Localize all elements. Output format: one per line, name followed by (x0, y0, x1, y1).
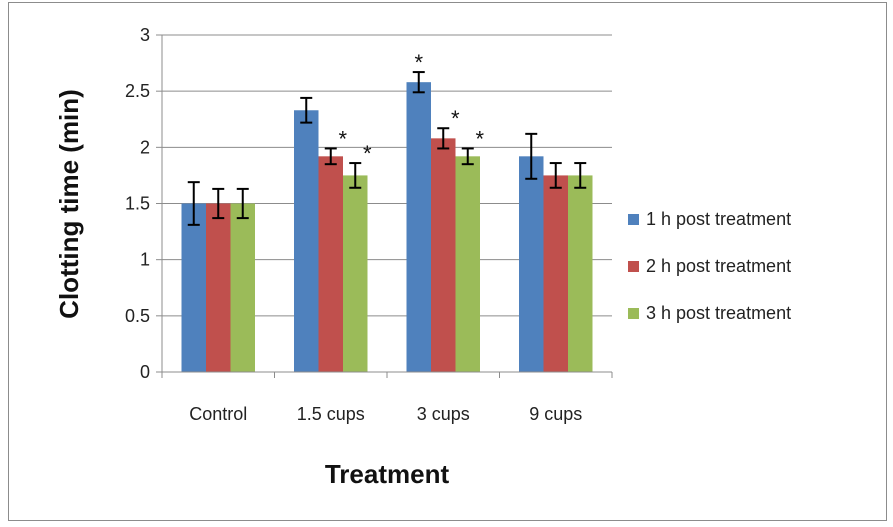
bars-group (181, 82, 593, 373)
significance-star: * (414, 50, 423, 75)
bar (343, 175, 368, 372)
legend-label: 3 h post treatment (646, 303, 791, 323)
y-tick-label: 3 (140, 25, 150, 45)
y-tick-labels: 0 0.5 1 1.5 2 2.5 3 (125, 25, 150, 382)
bar (406, 82, 431, 373)
bar (318, 156, 343, 372)
legend-swatch (628, 261, 639, 272)
x-tick-label: 1.5 cups (297, 404, 365, 424)
significance-star: * (475, 126, 484, 151)
y-tick-label: 1 (140, 250, 150, 270)
x-tick-label: 9 cups (529, 404, 582, 424)
error-bars-group (187, 71, 587, 226)
y-tick-label: 0.5 (125, 306, 150, 326)
y-tick-label: 1.5 (125, 194, 150, 214)
y-axis-title: Clotting time (min) (54, 89, 84, 319)
significance-star: * (363, 141, 372, 166)
bar (294, 110, 319, 372)
y-tick-label: 2.5 (125, 81, 150, 101)
bar (568, 175, 593, 372)
legend: 1 h post treatment 2 h post treatment 3 h … (628, 209, 791, 323)
significance-star: * (451, 106, 460, 131)
x-tick-label: 3 cups (417, 404, 470, 424)
x-axis-title: Treatment (325, 459, 450, 489)
x-tick-labels: Control 1.5 cups 3 cups 9 cups (161, 372, 613, 424)
bar (519, 156, 544, 372)
bar (543, 175, 568, 372)
y-tick-label: 2 (140, 137, 150, 157)
bar (230, 203, 255, 372)
significance-star: * (338, 126, 347, 151)
x-tick-label: Control (189, 404, 247, 424)
legend-swatch (628, 214, 639, 225)
bar (455, 156, 480, 372)
legend-label: 2 h post treatment (646, 256, 791, 276)
bar (181, 203, 206, 372)
legend-label: 1 h post treatment (646, 209, 791, 229)
legend-swatch (628, 308, 639, 319)
bar (431, 138, 456, 372)
y-tick-label: 0 (140, 362, 150, 382)
significance-markers: * * * * * (338, 50, 484, 166)
bar (206, 203, 231, 372)
